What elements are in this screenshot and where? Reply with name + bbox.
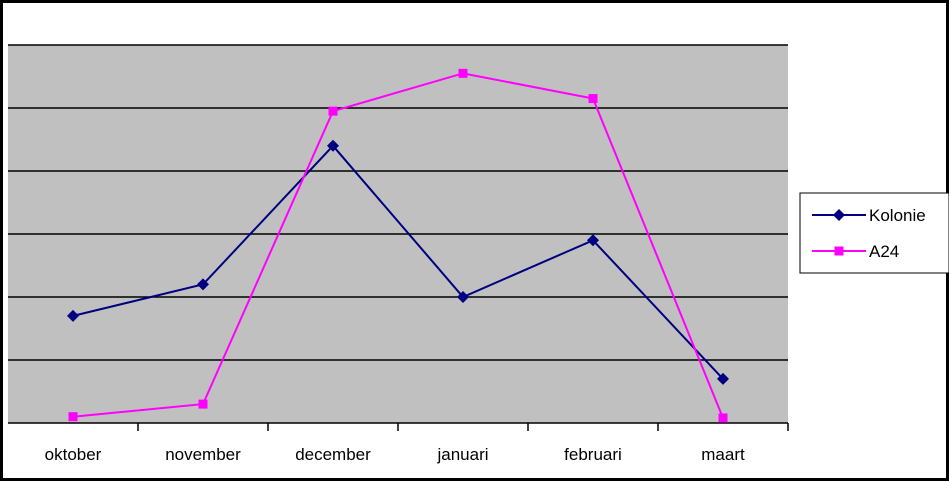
legend-label: Kolonie — [869, 206, 926, 225]
x-axis-ticks — [137, 423, 789, 431]
x-tick-label: oktober — [45, 445, 102, 464]
x-tick-label: januari — [436, 445, 488, 464]
series-line — [72, 144, 724, 380]
data-point — [587, 234, 599, 247]
x-tick-label: februari — [564, 445, 622, 464]
x-tick-label: december — [295, 445, 371, 464]
legend-marker — [833, 209, 845, 221]
data-point — [327, 139, 339, 152]
legend-label: A24 — [869, 242, 899, 261]
data-point — [67, 309, 79, 322]
series-layer — [67, 68, 729, 423]
data-point — [457, 291, 469, 303]
gridlines — [8, 44, 788, 361]
legend-box — [799, 192, 949, 274]
series-kolonie — [67, 139, 729, 385]
data-point — [458, 68, 468, 78]
series-a24 — [68, 68, 728, 423]
x-axis-labels: oktober november december januari februari ma… — [45, 445, 745, 464]
data-point — [197, 278, 209, 291]
data-point — [198, 399, 208, 409]
x-tick-label: maart — [701, 445, 745, 464]
legend-marker — [834, 246, 844, 256]
legend: Kolonie A24 — [799, 192, 949, 274]
data-point — [588, 94, 598, 104]
x-tick-label: november — [165, 445, 241, 464]
series-line — [72, 72, 724, 419]
data-point — [328, 106, 338, 116]
data-point — [718, 413, 728, 423]
data-point — [68, 412, 78, 422]
data-point — [717, 372, 729, 385]
